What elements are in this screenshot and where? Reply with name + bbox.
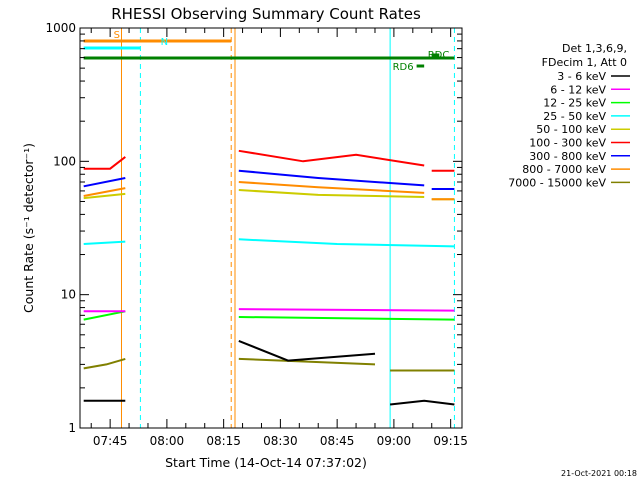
y-tick-label: 10	[61, 288, 76, 302]
legend-label-300-800-kev: 300 - 800 keV	[529, 150, 606, 163]
legend-label-3-6-kev: 3 - 6 keV	[557, 70, 606, 83]
y-tick-label: 1000	[45, 21, 76, 35]
x-tick-label: 07:45	[93, 434, 128, 448]
series-7000-15000-kev-segment-0	[83, 357, 126, 370]
series-800-7000-kev-segment-0	[83, 187, 126, 197]
state-label-rd6: RD6	[393, 62, 414, 73]
series-25-50-kev-segment-1	[238, 238, 455, 248]
series-12-25-kev-segment-1	[238, 316, 455, 321]
state-label-n: N	[161, 37, 168, 48]
x-tick-label: 08:30	[263, 434, 298, 448]
axes: 1 10 100 1000 07:45 08:00 08:15 08:30 08:45 09:00…	[45, 21, 467, 448]
chart-title: RHESSI Observing Summary Count Rates	[111, 5, 421, 23]
legend-label-800-7000-kev: 800 - 7000 keV	[522, 163, 606, 176]
x-tick-label: 09:00	[377, 434, 412, 448]
series-12-25-kev-segment-0	[83, 310, 126, 321]
y-tick-label: 1	[68, 421, 76, 435]
legend-label-100-300-kev: 100 - 300 keV	[529, 137, 606, 150]
x-tick-label: 08:00	[150, 434, 185, 448]
legend-header-line-2: FDecim 1, Att 0	[542, 56, 627, 69]
series-100-300-kev-segment-1	[238, 149, 425, 167]
series-300-800-kev-segment-1	[238, 169, 425, 187]
series-300-800-kev-segment-0	[83, 177, 126, 188]
series-25-50-kev-segment-0	[83, 240, 126, 245]
legend: Det 1,3,6,9, FDecim 1, Att 0 3 - 6 keV6 …	[508, 42, 630, 189]
series-6-12-kev-segment-1	[238, 308, 455, 312]
series-3-6-kev-segment-2	[389, 399, 455, 406]
y-axis-label: Count Rate (s⁻¹ detector⁻¹)	[21, 143, 36, 313]
series-100-300-kev-segment-0	[83, 156, 126, 170]
series-7000-15000-kev-segment-1	[238, 357, 376, 366]
plot-area: S N RD6 RDC	[83, 28, 455, 428]
generation-timestamp: 21-Oct-2021 00:18	[561, 469, 637, 478]
x-axis-label: Start Time (14-Oct-14 07:37:02)	[165, 455, 367, 470]
legend-header-line-1: Det 1,3,6,9,	[562, 42, 627, 55]
state-label-s: S	[114, 30, 120, 41]
legend-label-50-100-kev: 50 - 100 keV	[536, 123, 606, 136]
series-50-100-kev-segment-1	[238, 189, 425, 198]
x-tick-label: 08:45	[320, 434, 355, 448]
legend-label-25-50-kev: 25 - 50 keV	[543, 110, 606, 123]
legend-label-12-25-kev: 12 - 25 keV	[543, 97, 606, 110]
series-3-6-kev-segment-1	[238, 339, 376, 362]
y-tick-label: 100	[53, 154, 76, 168]
state-label-rdc: RDC	[428, 50, 450, 61]
legend-label-6-12-kev: 6 - 12 keV	[550, 83, 606, 96]
series-800-7000-kev-segment-1	[238, 181, 425, 194]
series-50-100-kev-segment-0	[83, 192, 126, 200]
legend-label-7000-15000-kev: 7000 - 15000 keV	[508, 176, 606, 189]
plot-frame	[79, 27, 463, 429]
x-tick-label: 09:15	[433, 434, 468, 448]
x-tick-label: 08:15	[206, 434, 241, 448]
